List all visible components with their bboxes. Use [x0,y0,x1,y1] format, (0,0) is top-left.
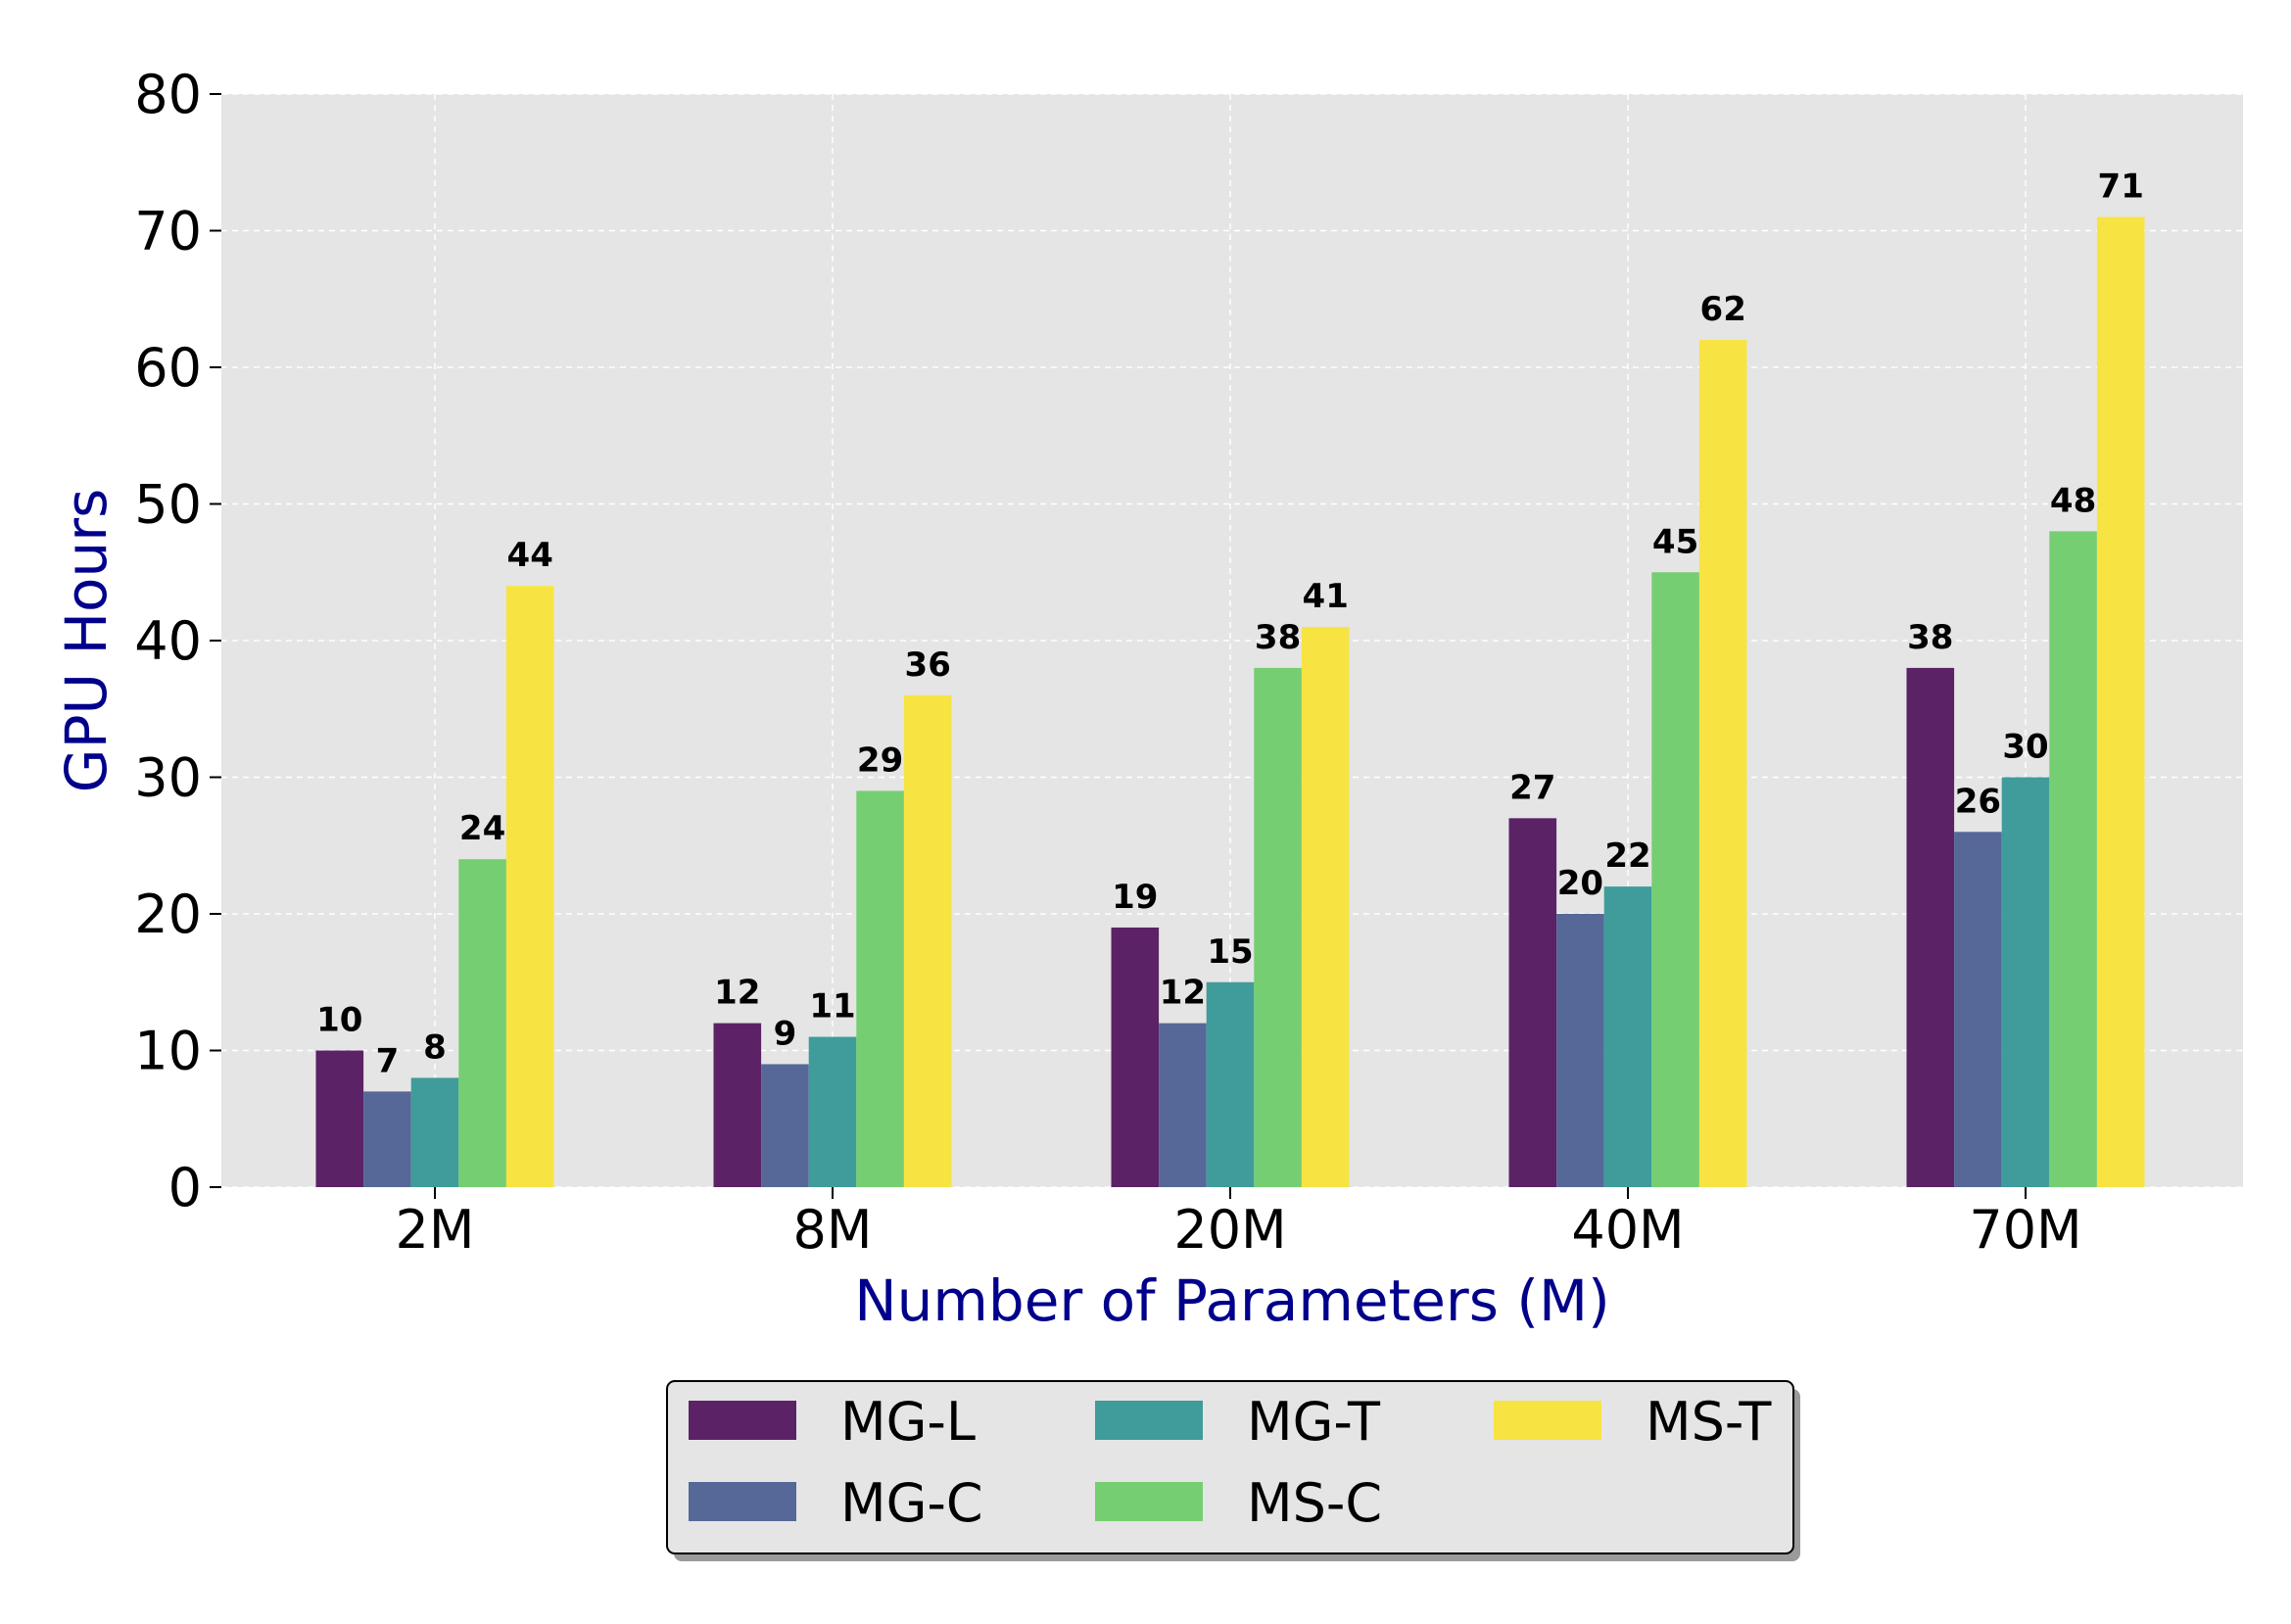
data-label: 8 [423,1027,447,1067]
bar-mg-c-8m [761,1064,809,1187]
data-label: 38 [1255,618,1301,657]
legend-swatch [1095,1482,1203,1521]
bar-mg-c-70m [1954,832,2002,1187]
bar-mg-c-40m [1556,914,1604,1187]
data-label: 26 [1955,782,2001,821]
y-tick-label: 20 [134,884,202,945]
x-tick-label: 70M [1969,1199,2081,1261]
bar-mg-t-70m [2001,777,2050,1187]
data-label: 10 [316,1001,362,1040]
data-label: 29 [857,740,903,780]
bar-mg-t-20m [1206,981,1255,1187]
data-label: 24 [459,809,505,848]
bar-mg-t-40m [1603,886,1652,1187]
x-tick-label: 2M [396,1199,475,1261]
legend-swatch [689,1482,796,1521]
data-label: 44 [507,536,553,575]
legend-swatch [1494,1401,1601,1440]
data-label: 15 [1207,932,1253,972]
bars [315,216,2145,1188]
data-label: 20 [1557,864,1603,903]
bar-ms-t-8m [903,694,952,1187]
data-labels: 10 12 19 27 38 7 9 12 20 26 8 11 15 22 30 24 29 38 45 48 44 3… [316,167,2144,1081]
data-label: 7 [376,1041,400,1080]
bar-ms-t-40m [1698,340,1747,1188]
y-tick-label: 40 [134,610,202,672]
axes: 0 10 20 30 40 50 60 70 80 2M 8M 20M 40M 70M [134,64,2081,1261]
bar-ms-c-40m [1651,572,1699,1187]
data-label: 11 [809,987,855,1027]
bar-mg-t-2m [410,1077,459,1187]
y-axis-title: GPU Hours [53,489,119,793]
bar-ms-c-70m [2049,531,2097,1187]
bar-ms-c-2m [458,859,506,1187]
data-label: 62 [1700,290,1746,329]
data-label: 12 [714,974,760,1013]
y-tick-label: 10 [134,1021,202,1082]
legend-label: MS-C [1247,1472,1382,1534]
bar-mg-c-2m [363,1091,411,1187]
data-label: 9 [774,1014,797,1053]
legend: MG-L MG-C MG-T MS-C MS-T [666,1380,1800,1561]
y-tick-label: 60 [134,337,202,399]
x-axis-title: Number of Parameters (M) [854,1267,1609,1334]
y-tick-label: 30 [134,747,202,809]
y-tick-label: 50 [134,474,202,536]
bar-mg-t-8m [808,1036,857,1187]
data-label: 38 [1907,618,1953,657]
data-label: 41 [1303,577,1349,616]
bar-mg-c-20m [1159,1023,1207,1187]
data-label: 45 [1652,522,1698,561]
bar-ms-t-2m [505,586,554,1187]
legend-label: MG-L [840,1391,976,1453]
x-tick-label: 20M [1173,1199,1286,1261]
bar-ms-c-20m [1254,667,1302,1187]
data-label: 30 [2002,728,2048,767]
data-label: 36 [905,645,951,685]
legend-label: MS-T [1646,1391,1772,1453]
legend-items: MG-L MG-C MG-T MS-C MS-T [689,1391,1772,1534]
legend-swatch [689,1401,796,1440]
bar-mg-l-2m [315,1050,364,1187]
bar-mg-l-8m [713,1023,762,1187]
legend-box [666,1380,1794,1554]
legend-label: MG-T [1247,1391,1381,1453]
y-tick-label: 70 [134,201,202,263]
data-label: 12 [1160,974,1206,1013]
legend-swatch [1095,1401,1203,1440]
data-label: 48 [2050,481,2096,520]
x-tick-label: 40M [1571,1199,1684,1261]
bar-ms-t-20m [1301,627,1350,1187]
y-tick-label: 80 [134,64,202,125]
bar-mg-l-70m [1906,667,1955,1187]
bar-ms-c-8m [856,790,904,1187]
data-label: 71 [2098,167,2144,207]
bar-mg-l-40m [1508,818,1557,1187]
data-label: 19 [1112,878,1158,917]
bar-ms-t-70m [2096,216,2145,1188]
bar-mg-l-20m [1111,927,1160,1187]
y-tick-label: 0 [168,1157,202,1218]
x-tick-label: 8M [793,1199,873,1261]
data-label: 27 [1509,768,1555,807]
data-label: 22 [1604,836,1650,876]
legend-label: MG-C [840,1472,983,1534]
